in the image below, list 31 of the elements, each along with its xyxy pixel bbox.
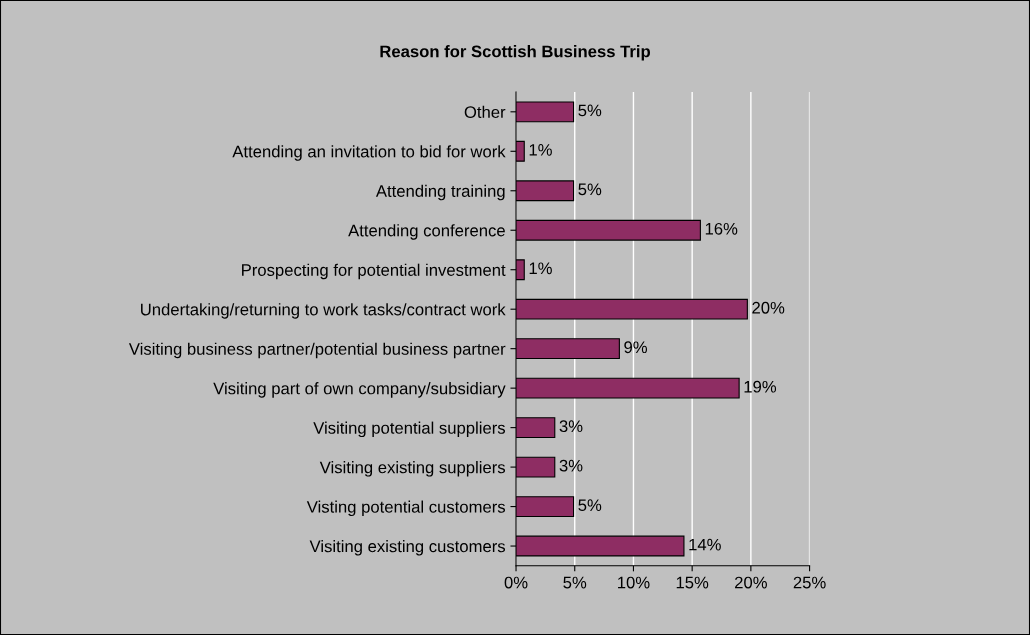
x-tick-label: 10%: [618, 576, 650, 589]
y-tick-label: Visiting part of own company/subsidiary: [213, 382, 506, 398]
x-tick-label: 15%: [676, 576, 709, 589]
data-label: 1%: [529, 262, 552, 275]
y-tick-label: Visiting potential suppliers: [313, 421, 506, 438]
data-label: 19%: [744, 380, 777, 393]
x-tick-label: 20%: [735, 576, 767, 589]
data-label: 5%: [578, 104, 602, 117]
data-label: 5%: [578, 183, 602, 196]
y-tick-label: Visting potential customers: [306, 500, 506, 517]
y-tick-label: Visiting existing customers: [309, 540, 506, 556]
y-tick-label: Attending conference: [348, 224, 505, 240]
y-tick-label: Visiting existing suppliers: [319, 461, 506, 477]
y-tick-label: Attending an invitation to bid for work: [232, 145, 506, 161]
y-tick-label: Visiting business partner/potential business partner: [128, 342, 506, 359]
y-tick-label: Prospecting for potential investment: [242, 263, 506, 280]
data-label: 5%: [578, 499, 602, 512]
data-label: 3%: [559, 459, 583, 472]
data-label: 9%: [624, 341, 648, 354]
y-tick-label: Attending training: [375, 184, 505, 201]
y-tick-label: Other: [464, 105, 506, 119]
chart-title: Reason for Scottish Business Trip: [380, 45, 650, 61]
data-label: 14%: [689, 538, 721, 551]
data-label: 1%: [529, 144, 552, 156]
x-tick-label: 0%: [504, 576, 528, 589]
data-label: 20%: [752, 301, 785, 314]
x-tick-label: 5%: [563, 576, 587, 589]
x-tick-label: 25%: [793, 576, 826, 589]
data-label: 16%: [705, 222, 738, 235]
data-label: 3%: [559, 420, 583, 433]
y-tick-label: Undertaking/returning to work tasks/contract work: [141, 303, 506, 319]
